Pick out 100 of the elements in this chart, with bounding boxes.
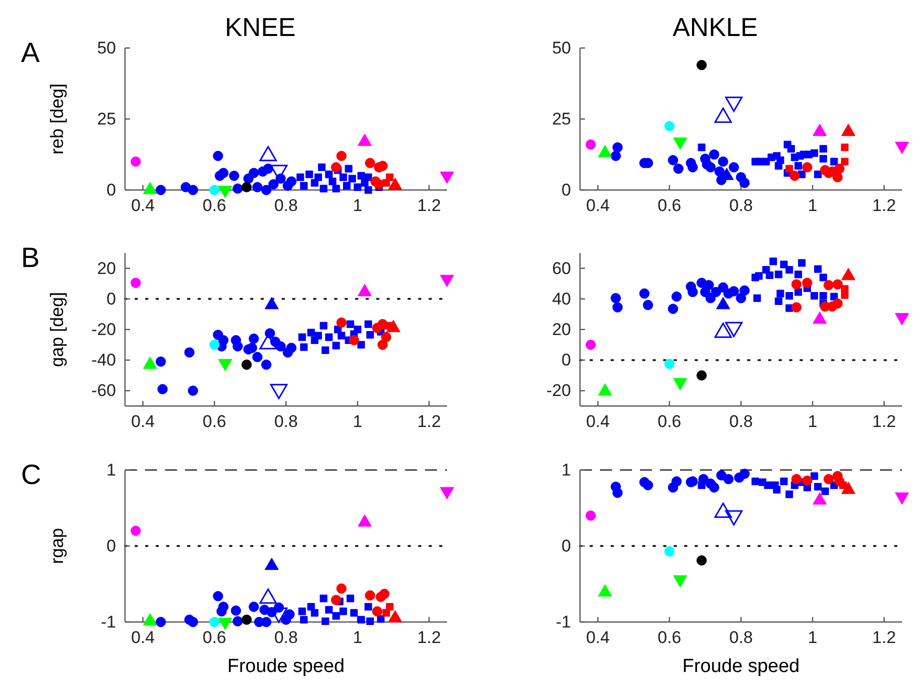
point: [612, 302, 623, 312]
point: [336, 150, 347, 162]
point: [300, 616, 308, 624]
x-tick-label: 1.2: [417, 628, 441, 648]
x-tick-label: 0.4: [586, 196, 610, 216]
point: [348, 335, 360, 346]
point: [802, 162, 812, 172]
point: [791, 474, 802, 484]
point: [728, 286, 739, 296]
point: [739, 285, 750, 296]
point: [586, 139, 596, 150]
point: [832, 172, 843, 182]
point: [824, 474, 834, 484]
point: [728, 162, 739, 172]
point: [755, 272, 763, 280]
x-tick-label: 0.4: [586, 412, 610, 432]
point: [766, 271, 774, 279]
point: [610, 150, 621, 162]
point: [296, 173, 304, 182]
point: [739, 468, 750, 479]
x-axis-title: Froude speed: [682, 656, 800, 677]
point: [840, 291, 849, 299]
point: [372, 606, 382, 616]
point: [332, 184, 340, 192]
text: A: [21, 37, 40, 68]
x-tick-label: 1.2: [417, 412, 441, 432]
point: [790, 170, 800, 181]
x-tick-label: 0.6: [658, 628, 682, 648]
point: [820, 301, 830, 312]
point: [798, 259, 806, 267]
point: [218, 168, 229, 178]
point: [791, 279, 802, 290]
x-tick-label: 1: [808, 412, 818, 432]
point: [305, 170, 314, 178]
point: [212, 591, 224, 602]
point: [612, 488, 623, 498]
y-tick-label: -1: [100, 612, 116, 632]
point: [673, 164, 684, 174]
point: [821, 487, 829, 496]
point: [336, 317, 347, 328]
point: [774, 270, 782, 278]
point: [252, 352, 263, 362]
y-tick-label: -20: [546, 381, 571, 400]
y-tick-label: 0: [562, 536, 571, 556]
point: [156, 184, 166, 196]
point: [242, 614, 252, 625]
point: [364, 158, 376, 168]
x-tick-label: 1: [352, 196, 362, 216]
point: [830, 158, 838, 166]
point: [209, 184, 220, 196]
point: [130, 278, 141, 288]
point: [772, 486, 781, 494]
point: [696, 555, 707, 566]
point: [810, 292, 818, 300]
x-tick-label: 0.8: [274, 412, 298, 432]
point: [696, 60, 707, 70]
point: [639, 288, 650, 299]
point: [698, 144, 706, 152]
point: [318, 163, 326, 172]
point: [840, 144, 849, 152]
y-tick-label: 0: [562, 180, 571, 200]
point: [300, 343, 308, 351]
point: [642, 480, 654, 490]
point: [286, 176, 297, 187]
point: [810, 149, 818, 157]
point: [228, 170, 240, 181]
point: [354, 183, 362, 191]
point: [261, 184, 272, 196]
point: [364, 173, 372, 182]
point: [786, 266, 794, 274]
point: [268, 179, 279, 190]
x-tick-label: 0.4: [131, 412, 155, 432]
x-tick-label: 1: [352, 412, 362, 432]
y-tick-label: 0: [106, 536, 116, 556]
point: [386, 603, 394, 611]
point: [338, 332, 346, 340]
point: [814, 170, 822, 178]
y-tick-label: 0: [106, 289, 116, 308]
point: [357, 341, 365, 349]
point: [188, 386, 198, 396]
point: [232, 616, 243, 626]
point: [794, 162, 802, 170]
point: [332, 342, 340, 350]
point: [156, 616, 166, 628]
y-axis-title: reb [deg]: [47, 83, 67, 155]
point: [252, 182, 263, 192]
point: [248, 168, 259, 178]
text: B: [21, 242, 40, 273]
y-tick-label: 25: [552, 109, 571, 128]
point: [668, 304, 678, 314]
point: [820, 274, 828, 282]
point: [714, 166, 725, 177]
y-tick-label: -20: [91, 320, 116, 339]
text: C: [21, 459, 42, 490]
x-tick-label: 1.2: [872, 628, 896, 648]
point: [298, 608, 306, 616]
point: [184, 347, 195, 358]
y-tick-label: 50: [552, 38, 571, 58]
point: [586, 510, 596, 521]
point: [377, 340, 388, 350]
